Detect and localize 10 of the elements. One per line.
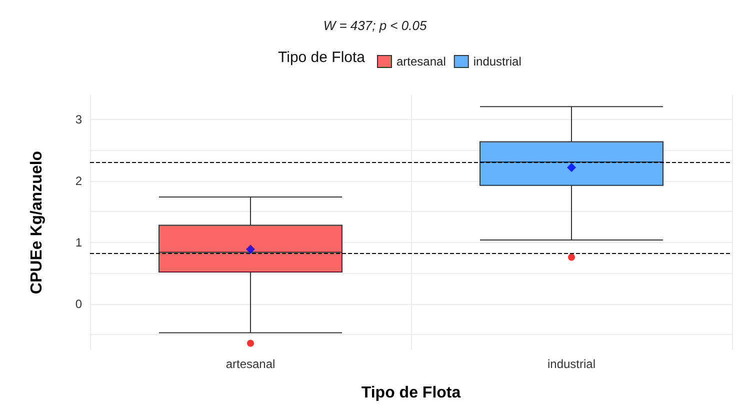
y-axis-title: CPUEe Kg/anzuelo — [28, 150, 46, 294]
chart-title: W = 437; p < 0.05 — [323, 18, 428, 33]
legend-label: artesanal — [396, 54, 446, 68]
y-tick-label: 1 — [75, 235, 82, 250]
y-tick-label: 0 — [75, 296, 82, 311]
y-tick-label: 3 — [75, 112, 82, 127]
y-tick-label: 2 — [75, 174, 82, 188]
legend-title: Tipo de Flota — [278, 49, 366, 66]
x-axis-title: Tipo de Flota — [361, 384, 461, 402]
legend-label: industrial — [473, 54, 522, 68]
